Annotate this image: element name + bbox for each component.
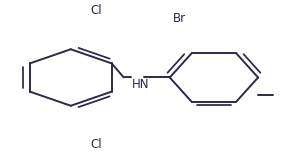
Text: HN: HN — [132, 78, 150, 91]
Text: Cl: Cl — [91, 4, 103, 17]
Text: Cl: Cl — [91, 138, 103, 151]
Text: Br: Br — [173, 12, 186, 25]
